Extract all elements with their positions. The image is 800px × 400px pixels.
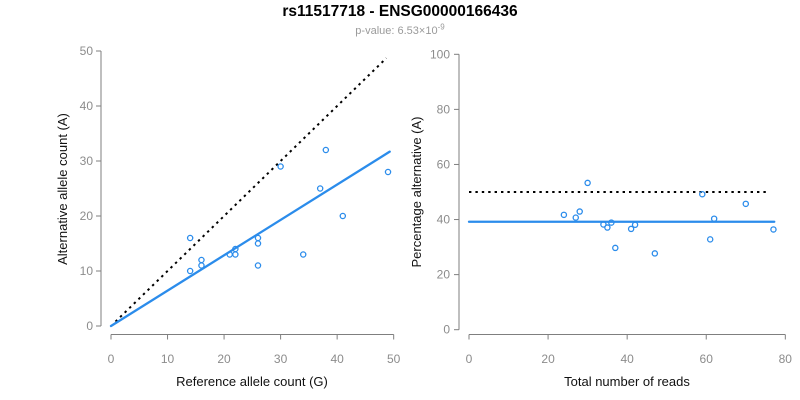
x-tick-label: 0 bbox=[108, 352, 115, 366]
y-tick-label: 40 bbox=[437, 213, 451, 227]
identity-line bbox=[114, 57, 388, 323]
data-point bbox=[627, 225, 635, 233]
data-point bbox=[572, 214, 580, 221]
y-tick-label: 0 bbox=[86, 319, 93, 333]
data-point bbox=[742, 200, 750, 208]
data-point bbox=[339, 212, 347, 220]
y-tick-label: 10 bbox=[80, 264, 94, 278]
right-xaxis-title: Total number of reads bbox=[564, 374, 690, 389]
chart-subtitle: p-value: 6.53×10-9 bbox=[355, 23, 445, 38]
data-point bbox=[651, 250, 659, 257]
pvalue-label: p-value: bbox=[355, 25, 397, 37]
data-point bbox=[232, 245, 239, 253]
y-tick-label: 20 bbox=[437, 268, 451, 282]
x-tick-label: 40 bbox=[620, 352, 634, 366]
left-yaxis-title: Alternative allele count (A) bbox=[55, 113, 70, 265]
x-tick-label: 40 bbox=[330, 352, 344, 366]
data-point bbox=[770, 226, 777, 233]
data-point bbox=[699, 190, 706, 198]
data-point bbox=[604, 224, 611, 231]
data-point bbox=[631, 221, 639, 229]
data-point bbox=[384, 168, 392, 176]
y-tick-label: 30 bbox=[80, 154, 94, 168]
data-point bbox=[710, 215, 718, 222]
data-point bbox=[186, 234, 194, 242]
data-point bbox=[576, 208, 583, 215]
data-point bbox=[254, 240, 262, 247]
data-point bbox=[612, 244, 619, 252]
data-point bbox=[608, 219, 615, 226]
data-point bbox=[198, 262, 205, 269]
data-point bbox=[254, 234, 262, 242]
y-tick-label: 100 bbox=[430, 47, 450, 61]
data-point bbox=[186, 267, 194, 275]
y-tick-label: 0 bbox=[443, 323, 450, 337]
plot-panels: 0 10 20 30 40 50 0 10 20 30 40 50 0 20 40 60 80 0 20 40 60 80… bbox=[80, 44, 793, 366]
x-tick-label: 80 bbox=[779, 352, 793, 366]
data-point bbox=[198, 256, 205, 264]
data-point bbox=[316, 185, 324, 192]
pvalue-base: 6.53×10 bbox=[398, 25, 438, 37]
x-tick-label: 0 bbox=[466, 352, 473, 366]
x-tick-label: 20 bbox=[217, 352, 231, 366]
data-point bbox=[600, 221, 607, 228]
x-tick-label: 20 bbox=[541, 352, 555, 366]
right-yaxis-title: Percentage alternative (A) bbox=[409, 116, 424, 267]
y-tick-label: 50 bbox=[80, 44, 94, 58]
data-point bbox=[584, 179, 591, 187]
y-tick-label: 80 bbox=[437, 102, 451, 116]
x-tick-label: 10 bbox=[161, 352, 175, 366]
data-point bbox=[560, 211, 568, 219]
y-tick-label: 60 bbox=[437, 157, 451, 171]
x-tick-label: 60 bbox=[700, 352, 714, 366]
data-point bbox=[232, 251, 239, 258]
data-point bbox=[322, 146, 330, 154]
fit-line bbox=[109, 150, 391, 328]
x-tick-label: 50 bbox=[387, 352, 401, 366]
chart-title: rs11517718 - ENSG00000166436 bbox=[282, 3, 518, 20]
pvalue-exponent: -9 bbox=[438, 23, 446, 32]
data-point bbox=[254, 262, 262, 269]
left-xaxis-title: Reference allele count (G) bbox=[176, 374, 328, 389]
x-tick-label: 30 bbox=[274, 352, 288, 366]
y-tick-label: 40 bbox=[80, 99, 94, 113]
data-point bbox=[706, 236, 714, 243]
y-tick-label: 20 bbox=[80, 209, 94, 223]
data-point bbox=[277, 163, 284, 170]
data-point bbox=[299, 251, 307, 258]
